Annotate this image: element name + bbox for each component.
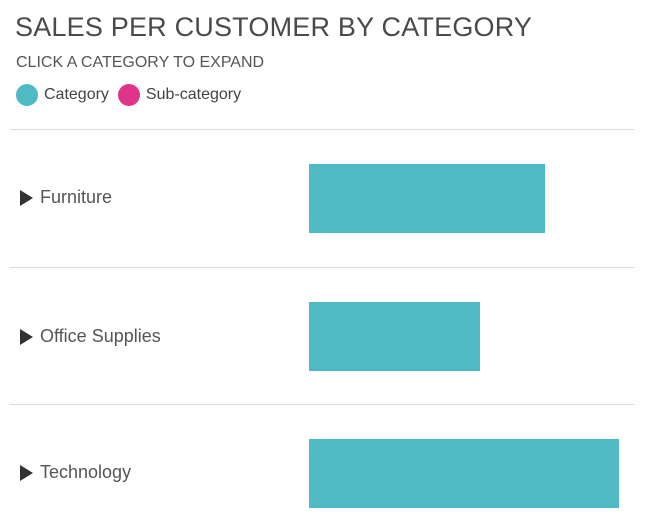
legend-label-category: Category [44, 86, 109, 103]
bar-office-supplies[interactable] [309, 302, 480, 371]
category-label: Furniture [40, 187, 113, 207]
legend-label-sub-category: Sub-category [145, 86, 242, 103]
legend-item-sub-category[interactable]: Sub-category [117, 84, 242, 106]
expand-triangle-icon [20, 189, 33, 206]
expand-triangle-icon [20, 464, 33, 481]
category-row-technology[interactable]: Technology [20, 462, 131, 483]
category-row-furniture[interactable]: Furniture [20, 187, 112, 208]
legend-swatch-sub-category [117, 84, 140, 106]
category-label: Technology [40, 462, 132, 482]
row-divider [10, 267, 634, 268]
chart-title: SALES PER CUSTOMER BY CATEGORY [15, 12, 533, 42]
chart-subtitle: CLICK A CATEGORY TO EXPAND [16, 54, 265, 71]
category-row-office-supplies[interactable]: Office Supplies [20, 326, 161, 347]
legend-item-category[interactable]: Category [16, 84, 109, 106]
expand-triangle-icon [20, 328, 33, 345]
legend: Category Sub-category [16, 84, 250, 106]
legend-swatch-category [16, 84, 38, 106]
row-divider [10, 129, 634, 130]
bar-technology[interactable] [309, 439, 619, 508]
bar-furniture[interactable] [309, 164, 545, 233]
category-label: Office Supplies [40, 326, 161, 346]
row-divider [10, 404, 634, 405]
